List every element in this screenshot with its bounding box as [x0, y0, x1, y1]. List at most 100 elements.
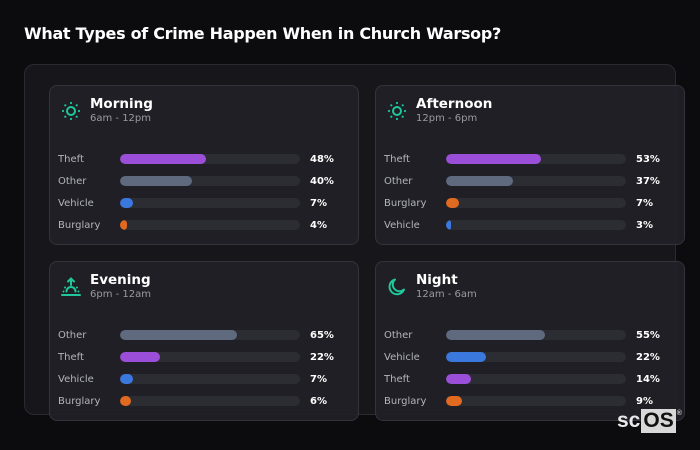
bar-value: 53%	[636, 153, 660, 165]
page-title: What Types of Crime Happen When in Churc…	[24, 24, 502, 43]
bar-row-burglary: Burglary 7%	[384, 192, 684, 214]
bar-label: Vehicle	[58, 373, 94, 385]
bar-row-vehicle: Vehicle 7%	[58, 192, 358, 214]
bar-fill	[446, 220, 452, 230]
card-title: Afternoon	[416, 96, 493, 112]
logo-text-boxed: OS	[641, 409, 676, 433]
bar-label: Vehicle	[58, 197, 94, 209]
bar-row-burglary: Burglary 6%	[58, 390, 358, 412]
bar-list: Theft 48% Other 40% Vehicle 7% Burglary 4%	[58, 148, 358, 236]
sunset-icon	[60, 276, 82, 298]
bar-row-vehicle: Vehicle 7%	[58, 368, 358, 390]
bar-track	[446, 374, 626, 384]
card-time-range: 6am - 12pm	[90, 113, 152, 124]
bar-fill	[446, 396, 463, 406]
bar-fill	[446, 374, 472, 384]
bar-value: 65%	[310, 329, 334, 341]
moon-icon	[386, 276, 408, 298]
bar-fill	[120, 352, 160, 362]
bar-value: 55%	[636, 329, 660, 341]
card-title: Evening	[90, 272, 151, 288]
card-title: Morning	[90, 96, 153, 112]
bar-track	[120, 374, 300, 384]
bar-row-burglary: Burglary 9%	[384, 390, 684, 412]
bar-value: 40%	[310, 175, 334, 187]
bar-track	[446, 330, 626, 340]
bar-fill	[446, 176, 513, 186]
bar-track	[120, 220, 300, 230]
bar-value: 14%	[636, 373, 660, 385]
bar-label: Theft	[58, 153, 84, 165]
card-night: Night 12am - 6am Other 55% Vehicle 22% Theft…	[375, 261, 685, 421]
bar-label: Burglary	[384, 395, 427, 407]
bar-fill	[120, 396, 131, 406]
bar-row-vehicle: Vehicle 22%	[384, 346, 684, 368]
card-evening: Evening 6pm - 12am Other 65% Theft 22% Vehic…	[49, 261, 359, 421]
card-header: Night 12am - 6am	[386, 272, 477, 302]
logo-text: sc	[617, 409, 641, 432]
sun-icon	[60, 100, 82, 122]
bar-value: 3%	[636, 219, 653, 231]
bar-value: 6%	[310, 395, 327, 407]
bar-row-theft: Theft 48%	[58, 148, 358, 170]
bar-fill	[446, 352, 486, 362]
bar-label: Burglary	[384, 197, 427, 209]
bar-value: 22%	[310, 351, 334, 363]
sun-icon	[386, 100, 408, 122]
bar-label: Vehicle	[384, 219, 420, 231]
bar-label: Other	[58, 175, 87, 187]
card-morning: Morning 6am - 12pm Theft 48% Other 40% Vehic…	[49, 85, 359, 245]
card-time-range: 12am - 6am	[416, 289, 477, 300]
bar-list: Other 65% Theft 22% Vehicle 7% Burglary 6%	[58, 324, 358, 412]
bar-fill	[120, 198, 133, 208]
card-time-range: 6pm - 12am	[90, 289, 152, 300]
bar-fill	[446, 330, 545, 340]
bar-row-other: Other 37%	[384, 170, 684, 192]
bar-fill	[120, 374, 133, 384]
card-time-range: 12pm - 6pm	[416, 113, 478, 124]
bar-fill	[120, 220, 128, 230]
bar-track	[120, 198, 300, 208]
bar-row-burglary: Burglary 4%	[58, 214, 358, 236]
card-header: Morning 6am - 12pm	[60, 96, 153, 126]
bar-row-theft: Theft 22%	[58, 346, 358, 368]
bar-value: 9%	[636, 395, 653, 407]
bar-label: Vehicle	[384, 351, 420, 363]
bar-track	[120, 352, 300, 362]
bar-label: Other	[58, 329, 87, 341]
bar-value: 37%	[636, 175, 660, 187]
bar-track	[120, 330, 300, 340]
bar-label: Burglary	[58, 219, 101, 231]
bar-row-other: Other 65%	[58, 324, 358, 346]
registered-mark: ®	[676, 410, 682, 417]
bar-value: 7%	[310, 373, 327, 385]
scos-logo: sc OS ®	[617, 409, 682, 433]
bar-label: Theft	[384, 153, 410, 165]
bar-label: Other	[384, 329, 413, 341]
bar-track	[120, 396, 300, 406]
card-header: Afternoon 12pm - 6pm	[386, 96, 492, 126]
card-afternoon: Afternoon 12pm - 6pm Theft 53% Other 37% Bur…	[375, 85, 685, 245]
bar-track	[446, 220, 626, 230]
bar-label: Burglary	[58, 395, 101, 407]
bar-row-other: Other 40%	[58, 170, 358, 192]
card-header: Evening 6pm - 12am	[60, 272, 151, 302]
bar-row-theft: Theft 53%	[384, 148, 684, 170]
bar-list: Other 55% Vehicle 22% Theft 14% Burglary 9%	[384, 324, 684, 412]
bar-row-vehicle: Vehicle 3%	[384, 214, 684, 236]
bar-fill	[120, 330, 237, 340]
bar-row-theft: Theft 14%	[384, 368, 684, 390]
bar-value: 4%	[310, 219, 327, 231]
bar-label: Other	[384, 175, 413, 187]
bar-value: 7%	[636, 197, 653, 209]
bar-label: Theft	[384, 373, 410, 385]
card-title: Night	[416, 272, 458, 288]
bar-fill	[446, 198, 459, 208]
bar-track	[446, 396, 626, 406]
bar-fill	[120, 176, 192, 186]
bar-value: 48%	[310, 153, 334, 165]
bar-track	[446, 176, 626, 186]
bar-value: 7%	[310, 197, 327, 209]
bar-track	[446, 154, 626, 164]
bar-value: 22%	[636, 351, 660, 363]
